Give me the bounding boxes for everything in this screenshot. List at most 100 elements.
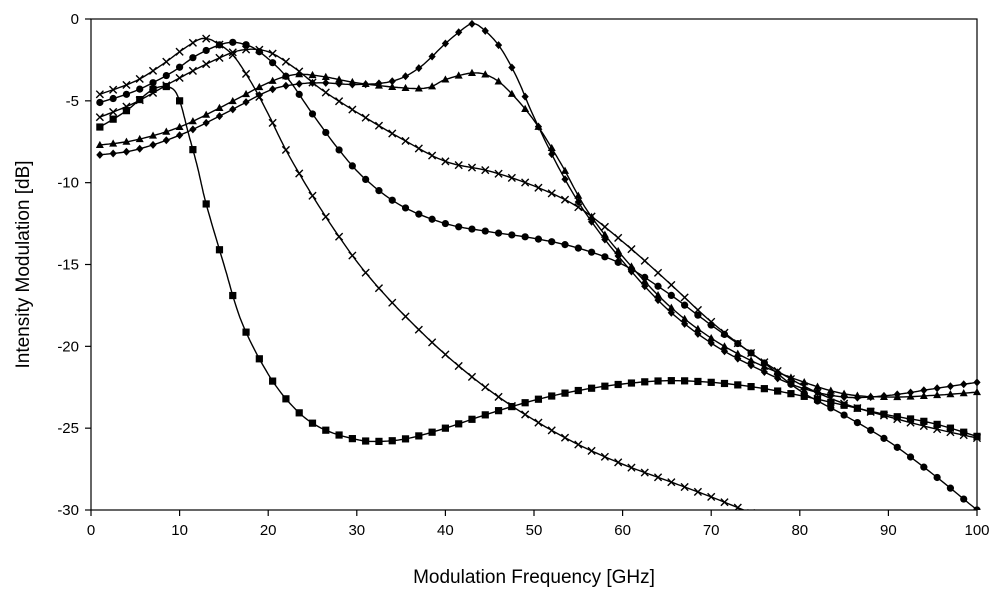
data-point <box>388 129 397 138</box>
data-point <box>136 144 144 153</box>
data-point <box>933 390 942 399</box>
data-point <box>455 28 463 37</box>
data-point <box>640 256 649 265</box>
data-point <box>893 415 902 424</box>
data-point <box>375 437 383 445</box>
data-point <box>973 378 981 387</box>
data-point <box>614 380 622 389</box>
data-point <box>760 358 769 367</box>
plot-area: 0 10 20 30 40 50 60 70 80 90 100 0 -5 -10 -15 -20 -25 -30 <box>57 11 989 539</box>
data-point <box>95 113 104 122</box>
data-point <box>322 426 330 434</box>
data-point <box>720 498 729 507</box>
data-point <box>467 163 477 172</box>
data-point <box>468 225 476 233</box>
data-point <box>109 107 118 117</box>
data-point <box>162 57 171 66</box>
data-point <box>827 398 835 406</box>
data-point <box>786 373 795 381</box>
data-point <box>733 503 742 510</box>
data-point <box>880 410 888 418</box>
data-point <box>455 420 463 428</box>
data-point <box>494 77 503 85</box>
data-point <box>454 71 463 79</box>
data-point <box>415 64 423 73</box>
x-tick-label: 100 <box>964 522 989 539</box>
data-point <box>508 231 516 239</box>
data-point <box>933 420 941 428</box>
data-point <box>720 328 729 337</box>
data-point <box>109 139 118 147</box>
data-point <box>707 378 715 386</box>
data-point <box>348 251 357 260</box>
data-point <box>321 72 330 80</box>
data-point <box>348 80 356 89</box>
data-point <box>122 107 131 115</box>
data-point <box>800 389 808 397</box>
data-point <box>322 128 330 137</box>
data-point <box>401 204 410 212</box>
data-point <box>840 393 848 402</box>
data-point <box>574 197 582 206</box>
data-point <box>481 227 489 235</box>
data-point <box>428 338 437 347</box>
data-point <box>334 232 344 241</box>
data-point <box>946 390 955 398</box>
data-point <box>960 495 968 503</box>
data-point <box>906 453 915 461</box>
data-point <box>269 59 277 67</box>
data-point <box>122 147 131 156</box>
data-point <box>189 146 197 154</box>
data-point <box>972 433 982 443</box>
data-point <box>268 49 277 58</box>
data-point <box>601 253 609 261</box>
data-point <box>202 46 210 55</box>
data-point <box>600 222 609 231</box>
data-point <box>521 178 530 187</box>
data-point <box>654 377 662 385</box>
data-point <box>681 301 689 309</box>
data-point <box>268 118 277 127</box>
data-point <box>973 432 981 440</box>
data-point <box>428 428 436 436</box>
data-point <box>281 145 291 155</box>
data-point <box>401 72 410 81</box>
data-point <box>560 195 570 204</box>
data-point <box>867 392 875 401</box>
data-point <box>375 79 383 88</box>
data-point <box>122 80 131 90</box>
data-point <box>176 131 184 140</box>
data-point <box>614 258 622 266</box>
data-point <box>601 382 609 390</box>
data-point <box>242 41 250 49</box>
data-point <box>374 121 384 130</box>
data-point <box>189 125 197 134</box>
data-point <box>587 384 596 392</box>
data-point <box>361 268 370 277</box>
data-point <box>215 112 224 121</box>
data-point <box>787 390 795 398</box>
data-point <box>681 319 689 328</box>
data-point <box>175 47 184 56</box>
data-point <box>401 312 410 321</box>
data-point <box>388 82 397 91</box>
data-point <box>813 388 822 397</box>
data-point <box>428 215 436 223</box>
data-point <box>229 105 237 114</box>
data-point <box>534 183 543 192</box>
data-point <box>840 411 848 419</box>
data-point <box>946 484 955 492</box>
data-point <box>215 246 224 254</box>
x-tick-label: 10 <box>171 522 188 539</box>
data-point <box>148 66 158 75</box>
data-point <box>322 78 330 87</box>
data-point <box>521 399 529 407</box>
y-tick-label: -25 <box>57 420 79 437</box>
data-point <box>295 79 303 88</box>
data-point <box>149 79 157 87</box>
data-point <box>401 435 410 443</box>
data-point <box>202 118 210 127</box>
data-point <box>853 393 861 402</box>
data-point <box>827 391 835 400</box>
data-point <box>494 169 503 178</box>
